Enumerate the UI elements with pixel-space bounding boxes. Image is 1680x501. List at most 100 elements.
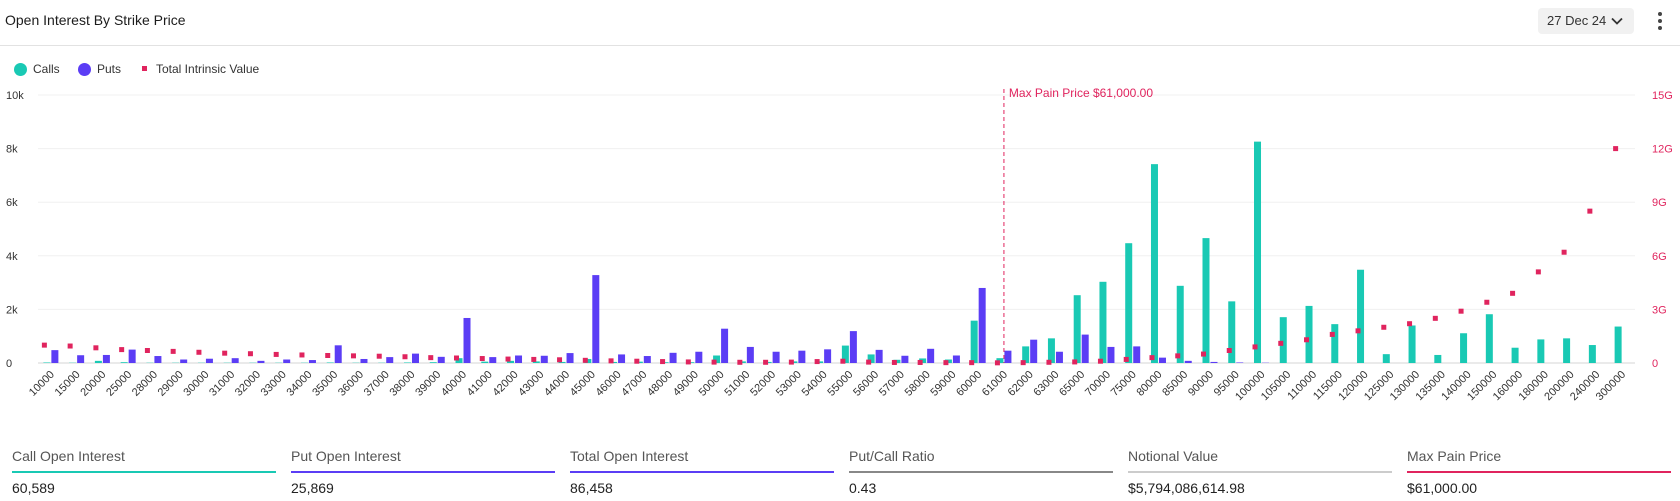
- intrinsic-value-point: [41, 342, 47, 348]
- intrinsic-value-point: [1329, 331, 1335, 337]
- x-tick-label: 32000: [233, 369, 263, 399]
- calls-bar: [43, 362, 51, 363]
- puts-bar: [669, 352, 677, 363]
- intrinsic-value-point: [1149, 355, 1155, 361]
- y-tick-label: 10k: [6, 90, 24, 102]
- stat-value: 60,589: [12, 480, 55, 496]
- intrinsic-value-point: [170, 348, 176, 354]
- stat-underline: [291, 471, 555, 473]
- x-tick-label: 75000: [1109, 369, 1139, 399]
- x-tick-label: 57000: [877, 369, 907, 399]
- y2-tick-label: 0: [1652, 358, 1658, 370]
- puts-bar: [437, 356, 445, 363]
- max-pain-label: Max Pain Price $61,000.00: [1009, 86, 1153, 100]
- intrinsic-value-point: [1175, 353, 1181, 359]
- puts-bar: [540, 355, 548, 363]
- calls-bar: [1460, 333, 1468, 363]
- puts-bar: [849, 331, 857, 363]
- x-tick-label: 85000: [1160, 369, 1190, 399]
- y-tick-label: 2k: [6, 304, 18, 316]
- open-interest-chart: 0 2k 4k 6k 8k 10k 0 3G 6G 9G 12G 15G 100001500020000…: [6, 86, 1673, 403]
- intrinsic-value-point: [119, 347, 125, 353]
- calls-bar: [1331, 324, 1339, 363]
- x-tick-label: 37000: [362, 369, 392, 399]
- intrinsic-value-point: [93, 345, 99, 351]
- puts-bar: [205, 358, 213, 363]
- intrinsic-value-point: [1407, 321, 1413, 327]
- chevron-down-icon: [1611, 17, 1623, 25]
- y-tick-label: 6k: [6, 197, 18, 209]
- intrinsic-value-point: [1587, 208, 1593, 214]
- puts-bar: [154, 356, 162, 363]
- more-options-icon[interactable]: [1651, 9, 1669, 33]
- intrinsic-value-point: [866, 359, 872, 365]
- stat-value: 25,869: [291, 480, 334, 496]
- x-tick-label: 34000: [284, 369, 314, 399]
- puts-bar: [1081, 334, 1089, 363]
- chart-title: Open Interest By Strike Price: [5, 12, 186, 28]
- expiry-date-dropdown[interactable]: 27 Dec 24: [1538, 8, 1634, 34]
- calls-bar: [1305, 305, 1313, 363]
- intrinsic-value-point: [1561, 249, 1567, 255]
- puts-bar: [901, 355, 909, 363]
- stat-value: 86,458: [570, 480, 613, 496]
- calls-bar: [1382, 354, 1390, 363]
- chart-header: Open Interest By Strike Price 27 Dec 24: [0, 0, 1680, 46]
- x-tick-label: 35000: [310, 369, 340, 399]
- x-tick-label: 61000: [980, 369, 1010, 399]
- puts-bar: [489, 357, 497, 363]
- calls-bar: [1176, 285, 1184, 363]
- intrinsic-value-point: [428, 355, 434, 361]
- legend-label-total-intrinsic-value: Total Intrinsic Value: [156, 62, 260, 76]
- stat-underline: [1128, 471, 1392, 473]
- y-tick-label: 4k: [6, 251, 18, 263]
- calls-bar: [481, 361, 489, 363]
- puts-bar: [798, 350, 806, 363]
- y2-tick-label: 6G: [1652, 251, 1667, 263]
- x-tick-label: 15000: [53, 369, 83, 399]
- stat-label: Max Pain Price: [1407, 448, 1502, 464]
- intrinsic-value-point: [634, 358, 640, 364]
- stat-max-pain-price: Max Pain Price $61,000.00: [1407, 442, 1671, 501]
- calls-bar: [970, 320, 978, 363]
- puts-bar: [283, 359, 291, 363]
- x-tick-label: 90000: [1186, 369, 1216, 399]
- calls-bar: [94, 360, 102, 363]
- puts-bar: [1158, 357, 1166, 363]
- calls-bar: [1150, 164, 1158, 363]
- calls-bar: [1254, 141, 1262, 363]
- puts-bar: [463, 317, 471, 363]
- calls-bar: [429, 362, 437, 363]
- puts-bar: [824, 349, 832, 363]
- x-tick-label: 54000: [800, 369, 830, 399]
- intrinsic-value-point: [350, 353, 356, 359]
- x-tick-label: 31000: [207, 369, 237, 399]
- x-tick-label: 20000: [78, 369, 108, 399]
- intrinsic-value-point: [582, 357, 588, 363]
- y2-tick-label: 9G: [1652, 197, 1667, 209]
- calls-bar: [1408, 325, 1416, 363]
- puts-bar: [695, 351, 703, 363]
- puts-circle-icon: [78, 63, 91, 76]
- calls-circle-icon: [14, 63, 27, 76]
- puts-bar: [566, 353, 574, 363]
- x-tick-label: 41000: [465, 369, 495, 399]
- intrinsic-value-point: [531, 356, 537, 362]
- x-tick-label: 52000: [748, 369, 778, 399]
- intrinsic-value-point: [1304, 337, 1310, 343]
- legend-label-calls: Calls: [33, 62, 60, 76]
- puts-bar: [308, 360, 316, 363]
- stat-label: Put/Call Ratio: [849, 448, 935, 464]
- x-tick-label: 70000: [1083, 369, 1113, 399]
- stat-underline: [1407, 471, 1671, 473]
- puts-bar: [102, 354, 110, 363]
- puts-bar: [772, 351, 780, 363]
- y2-tick-label: 3G: [1652, 304, 1667, 316]
- x-tick-label: 62000: [1006, 369, 1036, 399]
- intrinsic-value-point: [840, 358, 846, 364]
- puts-bar: [77, 355, 85, 363]
- intrinsic-value-point: [1432, 315, 1438, 321]
- x-tick-label: 51000: [722, 369, 752, 399]
- intrinsic-value-point: [273, 351, 279, 357]
- calls-bar: [558, 361, 566, 363]
